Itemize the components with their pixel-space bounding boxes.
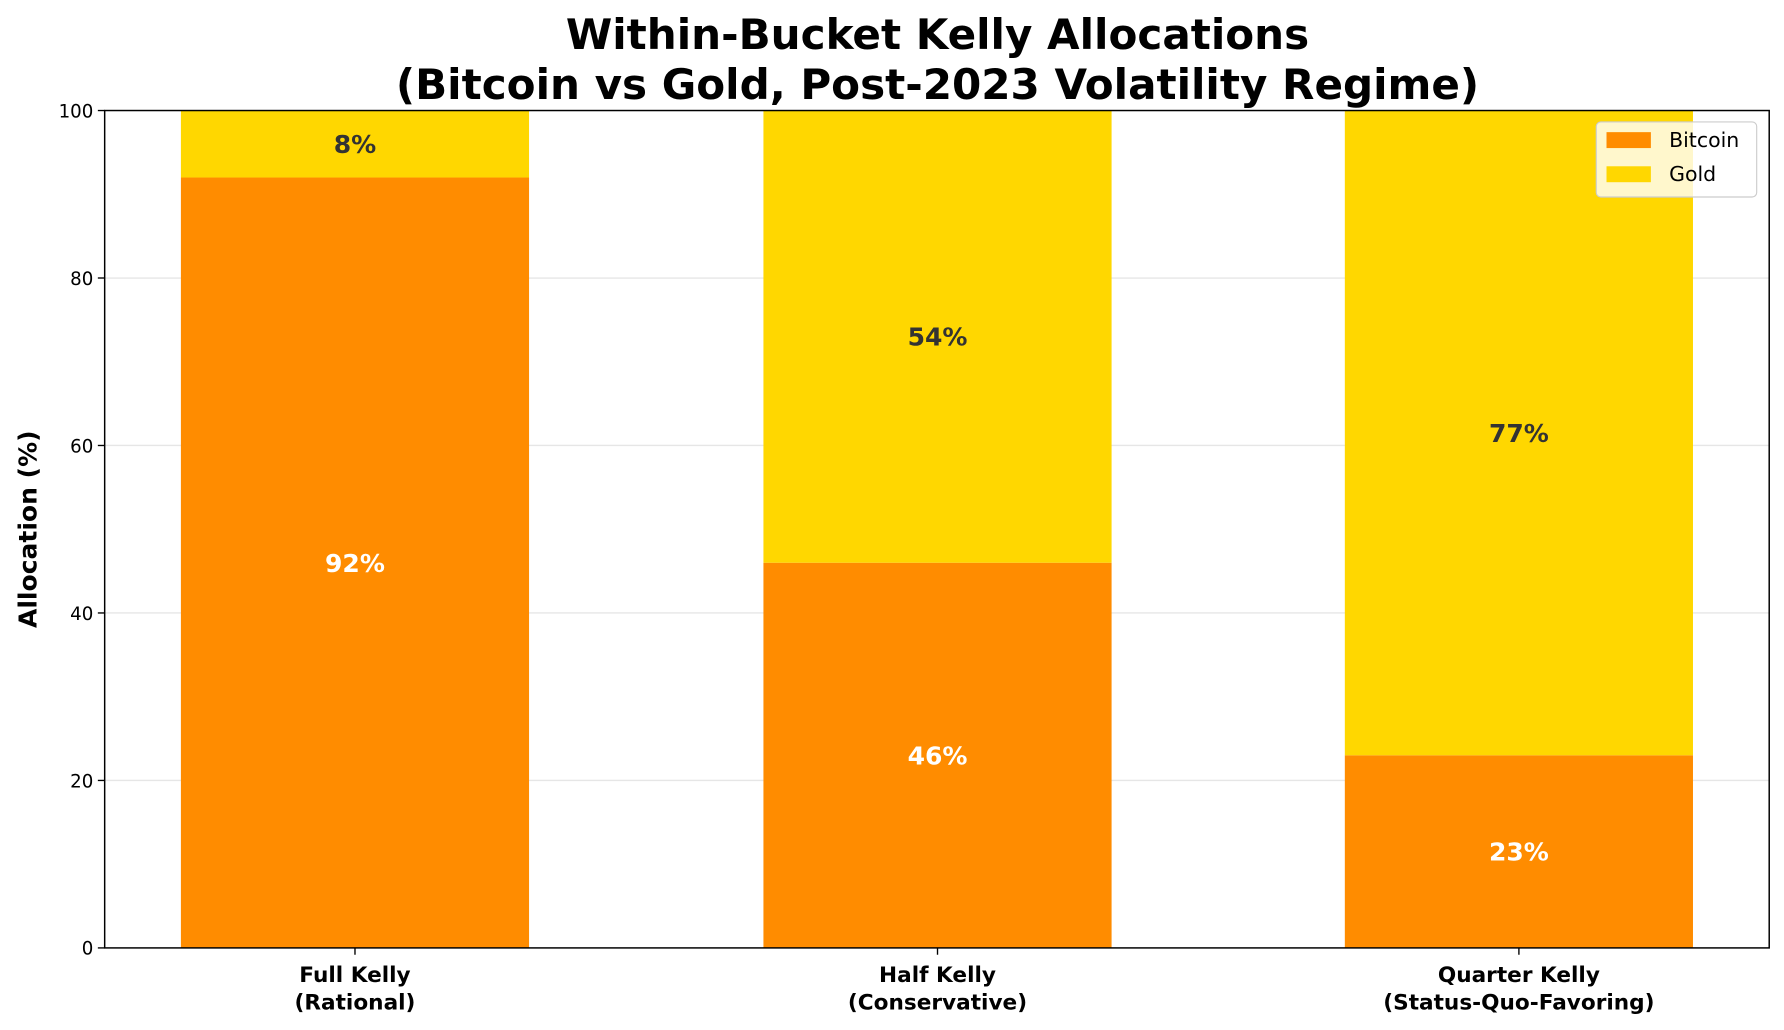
legend-label-gold: Gold	[1669, 162, 1716, 186]
x-tick-label: Full Kelly	[299, 963, 410, 988]
legend-label-bitcoin: Bitcoin	[1669, 128, 1739, 152]
y-tick-label: 80	[70, 269, 93, 290]
data-label-gold: 77%	[1489, 419, 1549, 448]
legend: Bitcoin Gold	[1595, 121, 1758, 198]
data-label-bitcoin: 23%	[1489, 838, 1549, 867]
y-tick-label: 20	[70, 771, 93, 792]
x-tick-label: Quarter Kelly	[1438, 963, 1600, 988]
data-label-bitcoin: 92%	[325, 549, 385, 578]
bar-bitcoin	[763, 562, 1112, 948]
data-label-bitcoin: 46%	[908, 741, 968, 770]
bar-gold	[1344, 110, 1693, 756]
x-tick-label: (Rational)	[295, 990, 416, 1015]
bar-bitcoin	[1344, 755, 1693, 948]
bar-gold	[180, 110, 530, 178]
chart-title-line-2: (Bitcoin vs Gold, Post-2023 Volatility R…	[396, 60, 1479, 109]
x-tick-label: (Status-Quo-Favoring)	[1383, 990, 1654, 1015]
data-label-gold: 54%	[908, 323, 968, 352]
x-tick-label: (Conservative)	[848, 990, 1027, 1015]
bar-bitcoin	[180, 177, 530, 948]
data-label-gold: 8%	[334, 130, 376, 159]
y-tick-label: 40	[70, 604, 93, 625]
x-tick-label: Half Kelly	[879, 963, 996, 988]
chart-title-line-1: Within-Bucket Kelly Allocations	[566, 10, 1309, 59]
legend-swatch-gold	[1606, 166, 1651, 183]
y-tick-label: 60	[70, 436, 93, 457]
bar-gold	[763, 110, 1112, 563]
legend-swatch-bitcoin	[1606, 132, 1651, 149]
y-tick-label: 100	[59, 101, 94, 122]
y-axis-label: Allocation (%)	[13, 430, 42, 628]
y-tick-label: 0	[82, 939, 94, 960]
